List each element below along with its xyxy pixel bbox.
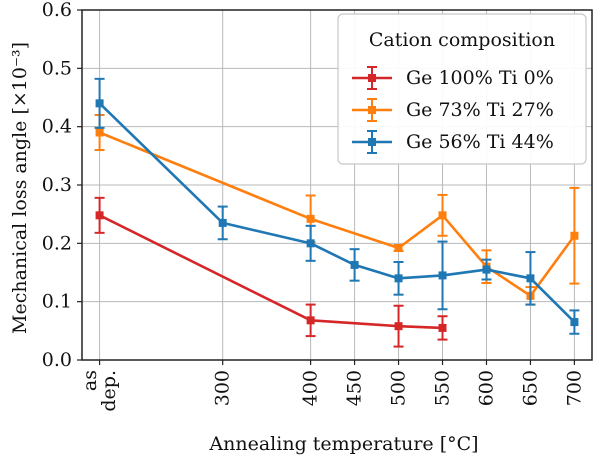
x-tick-label: 650 (519, 370, 541, 406)
data-point (526, 274, 535, 283)
data-point (570, 231, 579, 240)
y-axis: 0.0 0.1 0.2 0.3 0.4 0.5 0.6 (42, 0, 82, 371)
data-point (394, 244, 403, 252)
data-point (95, 211, 104, 220)
y-tick-label: 0.3 (42, 174, 72, 196)
legend-swatch-marker (368, 106, 376, 114)
data-point (350, 260, 359, 269)
x-tick-label: 300 (212, 370, 234, 406)
series-line (99, 214, 443, 330)
x-tick-label: dep. (98, 370, 120, 412)
x-tick-label: 500 (388, 370, 410, 406)
legend-title: Cation composition (369, 29, 555, 51)
y-tick-label: 0.6 (42, 0, 72, 21)
data-point (95, 99, 104, 108)
data-point (306, 239, 315, 248)
data-point (482, 265, 491, 274)
series-1 (94, 196, 448, 348)
data-point (438, 323, 447, 332)
legend: Cation composition Ge 100% Ti 0% Ge 73% T… (337, 13, 587, 165)
legend-label: Ge 73% Ti 27% (406, 99, 554, 121)
x-axis-title: Annealing temperature [°C] (208, 433, 478, 455)
data-point (438, 271, 447, 280)
x-tick-label: 550 (432, 370, 454, 406)
legend-box (337, 13, 587, 165)
x-tick-label: 450 (344, 370, 366, 406)
series-3 (94, 77, 580, 335)
x-tick-label: as (79, 370, 101, 391)
legend-label: Ge 100% Ti 0% (406, 67, 554, 89)
data-point (438, 211, 447, 220)
data-point (95, 128, 104, 137)
y-tick-label: 0.5 (42, 57, 72, 79)
x-tick-label: 400 (300, 370, 322, 406)
data-point (394, 322, 403, 331)
legend-swatch-marker (368, 138, 376, 146)
data-point (570, 318, 579, 327)
data-point (306, 214, 315, 223)
y-tick-label: 0.0 (42, 349, 72, 371)
y-tick-label: 0.1 (42, 291, 72, 313)
legend-swatch-marker (368, 74, 376, 82)
data-point (218, 218, 227, 227)
legend-label: Ge 56% Ti 44% (406, 131, 554, 153)
y-axis-title: Mechanical loss angle [×10⁻³] (9, 42, 31, 334)
data-point (306, 316, 315, 325)
series-layer (94, 77, 580, 348)
x-tick-label: 700 (563, 370, 585, 406)
y-tick-label: 0.2 (42, 232, 72, 254)
y-tick-label: 0.4 (42, 116, 72, 138)
x-tick-label: 600 (475, 370, 497, 406)
data-point (394, 274, 403, 283)
